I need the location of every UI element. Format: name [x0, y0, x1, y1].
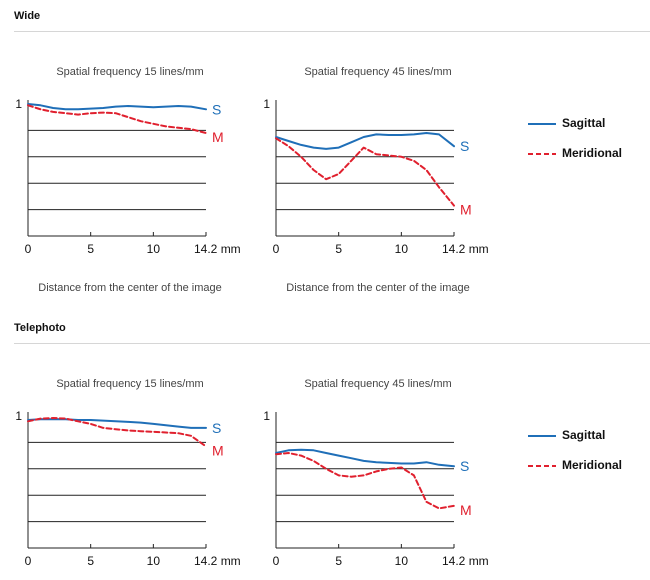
- y-tick-label: 1: [263, 409, 270, 423]
- series-line-m: [275, 452, 455, 510]
- x-tick-label: 5: [87, 242, 94, 256]
- series-line-m: [27, 417, 207, 448]
- series-end-label-s: S: [212, 420, 221, 436]
- series-end-label-s: S: [460, 138, 469, 154]
- y-tick-label: 1: [15, 409, 22, 423]
- x-tick-label: 10: [147, 242, 161, 256]
- section-title-wide: Wide: [14, 10, 41, 22]
- series-line-s: [27, 418, 207, 429]
- section-divider: [14, 343, 650, 344]
- series-end-label-m: M: [212, 129, 224, 145]
- x-tick-label: 14.2 mm: [194, 242, 241, 256]
- x-tick-label: 5: [335, 242, 342, 256]
- legend-label-sagittal: Sagittal: [562, 428, 606, 442]
- series-end-label-m: M: [460, 202, 472, 218]
- series-end-label-s: S: [460, 458, 469, 474]
- x-axis-label-wide-15: Distance from the center of the image: [38, 282, 222, 294]
- chart-title-tele-45: Spatial frequency 45 lines/mm: [304, 378, 452, 390]
- series-end-label-m: M: [460, 502, 472, 518]
- legend-label-meridional: Meridional: [562, 458, 623, 472]
- x-tick-label: 14.2 mm: [442, 554, 489, 568]
- chart-title-wide-15: Spatial frequency 15 lines/mm: [56, 66, 204, 78]
- dashed-line-icon: [528, 465, 556, 467]
- series-line-s: [275, 448, 455, 468]
- chart-title-tele-15: Spatial frequency 15 lines/mm: [56, 378, 204, 390]
- section-title-telephoto: Telephoto: [14, 322, 66, 334]
- x-tick-label: 5: [335, 554, 342, 568]
- y-tick-label: 1: [15, 97, 22, 111]
- y-tick-label: 1: [263, 97, 270, 111]
- solid-line-icon: [528, 123, 556, 125]
- series-line-m: [27, 104, 207, 134]
- series-end-label-s: S: [212, 101, 221, 117]
- x-tick-label: 10: [147, 554, 161, 568]
- solid-line-icon: [528, 435, 556, 437]
- x-tick-label: 0: [273, 554, 280, 568]
- x-tick-label: 5: [87, 554, 94, 568]
- x-axis-label-wide-45: Distance from the center of the image: [286, 282, 470, 294]
- x-tick-label: 0: [25, 242, 32, 256]
- series-line-s: [27, 103, 207, 111]
- x-tick-label: 14.2 mm: [194, 554, 241, 568]
- series-line-s: [275, 132, 455, 150]
- chart-title-wide-45: Spatial frequency 45 lines/mm: [304, 66, 452, 78]
- series-end-label-m: M: [212, 442, 224, 458]
- legend-label-meridional: Meridional: [562, 146, 623, 160]
- dashed-line-icon: [528, 153, 556, 155]
- legend-label-sagittal: Sagittal: [562, 116, 606, 130]
- section-divider: [14, 31, 650, 32]
- series-line-m: [275, 137, 455, 207]
- x-tick-label: 0: [25, 554, 32, 568]
- x-tick-label: 10: [395, 554, 409, 568]
- x-tick-label: 10: [395, 242, 409, 256]
- x-tick-label: 0: [273, 242, 280, 256]
- x-tick-label: 14.2 mm: [442, 242, 489, 256]
